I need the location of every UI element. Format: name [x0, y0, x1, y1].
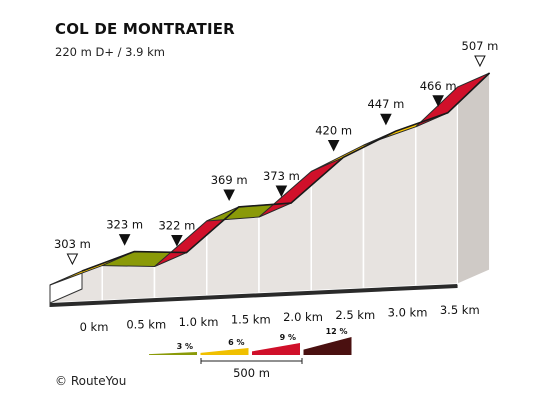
km-label: 0.5 km: [126, 318, 166, 332]
km-label: 1.0 km: [179, 315, 219, 329]
legend-label: 12 %: [326, 327, 348, 336]
elevation-marker-icon: [223, 189, 235, 202]
km-label: 0 km: [80, 320, 109, 334]
elevation-label: 466 m: [420, 79, 457, 93]
chart-title: COL DE MONTRATIER: [55, 20, 235, 38]
elevation-label: 303 m: [54, 237, 91, 251]
profile-end-face: [457, 72, 491, 285]
routeyou-credit: © RouteYou: [55, 374, 127, 388]
chart-subtitle: 220 m D+ / 3.9 km: [55, 45, 165, 59]
wall-panel: [101, 264, 156, 302]
km-axis: 0 km 0.5 km 1.0 km 1.5 km 2.0 km 2.5 km 3.0 km…: [80, 303, 480, 334]
km-label: 2.0 km: [283, 310, 323, 324]
elevation-marker-icon: [275, 185, 288, 198]
legend-swatch: [200, 348, 249, 355]
elevation-marker-icon: [66, 253, 79, 266]
elevation-marker-icon: [432, 95, 444, 107]
km-label: 3.0 km: [388, 305, 428, 319]
legend-swatch: [303, 337, 352, 355]
elevation-marker-icon: [327, 139, 340, 152]
legend-label: 3 %: [177, 342, 193, 351]
profile-wall: [49, 72, 491, 307]
elevation-label: 369 m: [211, 173, 248, 187]
elevation-marker-icon: [118, 234, 131, 246]
elevation-label: 507 m: [462, 39, 499, 53]
elevation-markers: 303 m 323 m 322 m 369 m 373 m 420 m 447 m 466 m…: [54, 39, 499, 266]
elevation-label: 323 m: [106, 218, 143, 232]
legend-label: 6 %: [228, 338, 244, 347]
legend-swatch: [252, 343, 300, 355]
legend-swatch: [149, 352, 197, 355]
elevation-label: 322 m: [158, 219, 195, 233]
km-label: 3.5 km: [440, 303, 480, 317]
base-edge: [50, 283, 458, 307]
elevation-marker-icon: [171, 235, 183, 247]
profile-ridge: [81, 72, 491, 272]
wall-panel: [362, 125, 417, 290]
km-label: 1.5 km: [231, 313, 271, 327]
profile-bands: [49, 72, 491, 286]
gradient-legend: 3 % 6 % 9 % 12 % 500 m: [149, 327, 352, 380]
elevation-marker-icon: [474, 55, 486, 68]
km-label: 2.5 km: [335, 308, 375, 322]
elevation-marker-icon: [380, 113, 392, 126]
elevation-label: 420 m: [315, 123, 352, 137]
elevation-label: 373 m: [263, 169, 300, 183]
elevation-label: 447 m: [367, 97, 404, 111]
scale-label: 500 m: [233, 366, 270, 380]
legend-label: 9 %: [280, 333, 296, 342]
